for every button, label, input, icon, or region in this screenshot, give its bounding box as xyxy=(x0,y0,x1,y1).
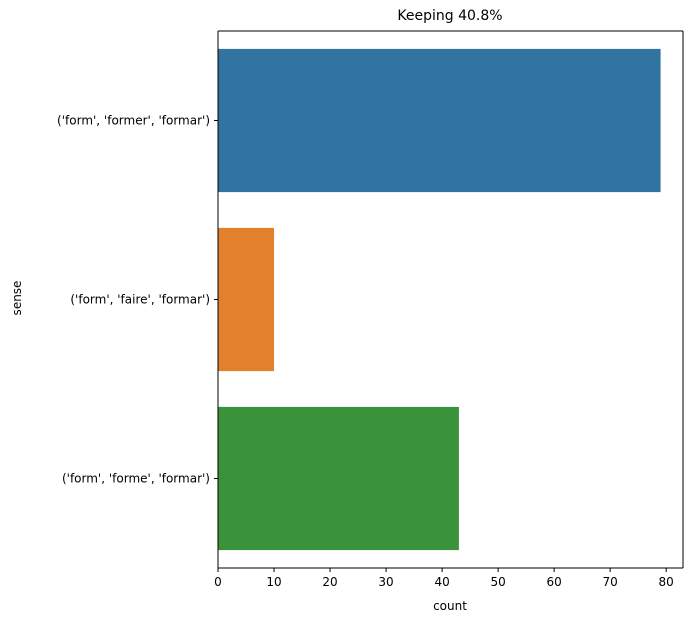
x-axis-ticks: 0 10 20 30 40 50 60 70 80 xyxy=(214,568,674,589)
bar-1 xyxy=(218,48,661,193)
x-tick-label: 40 xyxy=(434,575,449,589)
bar-3 xyxy=(218,406,459,551)
x-tick-label: 50 xyxy=(490,575,505,589)
bar-2 xyxy=(218,227,275,372)
x-tick-label: 70 xyxy=(603,575,618,589)
y-axis-title: sense xyxy=(10,281,24,316)
y-tick-label: ('form', 'forme', 'formar') xyxy=(62,472,210,486)
y-tick-label: ('form', 'faire', 'formar') xyxy=(70,293,210,307)
x-tick-label: 80 xyxy=(659,575,674,589)
x-tick-label: 60 xyxy=(547,575,562,589)
x-tick-label: 20 xyxy=(322,575,337,589)
x-tick-label: 10 xyxy=(266,575,281,589)
bars-group xyxy=(218,48,661,551)
x-tick-label: 30 xyxy=(378,575,393,589)
x-tick-label: 0 xyxy=(214,575,222,589)
x-axis-title: count xyxy=(433,599,467,613)
chart-title: Keeping 40.8% xyxy=(397,8,502,24)
y-axis-ticks: ('form', 'former', 'formar') ('form', 'fa… xyxy=(57,114,218,486)
y-tick-label: ('form', 'former', 'formar') xyxy=(57,114,210,128)
